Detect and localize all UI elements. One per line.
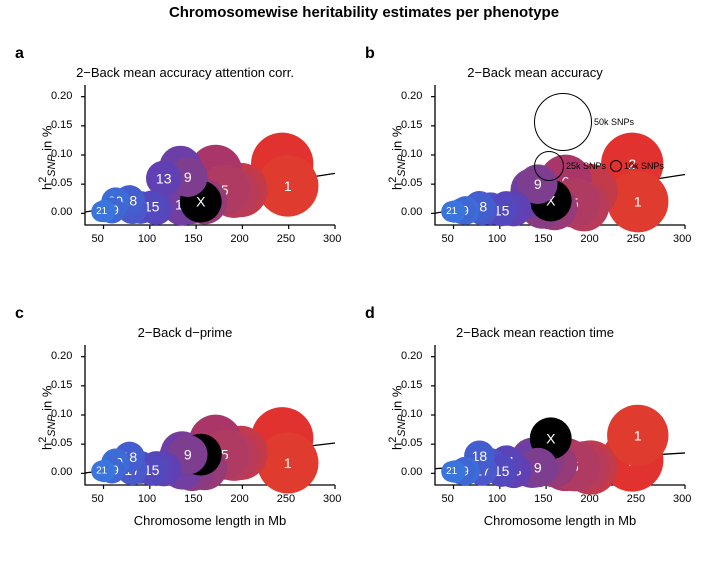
legend-circle-icon: [534, 151, 564, 181]
panel-b: b2−Back mean accuracyh2SNP in %501001502…: [365, 30, 705, 280]
bubble-label-chr21: 21: [446, 206, 458, 217]
bubble-label-chr1: 1: [634, 194, 642, 210]
y-tick-label: 0.10: [401, 408, 422, 420]
panel-title-c: 2−Back d−prime: [15, 325, 355, 340]
plot-area-d: 21364578101112X913141615171820192221: [435, 345, 685, 485]
panel-letter-a: a: [15, 45, 24, 63]
panel-c: c2−Back d−primeh2SNP in %Chromosome leng…: [15, 290, 355, 540]
y-tick-label: 0.10: [51, 408, 72, 420]
x-tick-label: 150: [534, 493, 552, 505]
y-tick-label: 0.15: [51, 379, 72, 391]
plot-area-c: 21364578101112X913141615171820192221: [85, 345, 335, 485]
x-tick-label: 250: [627, 233, 645, 245]
legend-label: 10k SNPs: [624, 161, 664, 171]
y-tick-label: 0.00: [401, 206, 422, 218]
y-tick-label: 0.05: [401, 177, 422, 189]
x-tick-label: 50: [92, 233, 104, 245]
x-tick-label: 50: [442, 233, 454, 245]
x-tick-label: 150: [184, 493, 202, 505]
bubble-label-chr21: 21: [96, 206, 108, 217]
x-tick-label: 300: [323, 493, 341, 505]
y-tick-label: 0.10: [51, 148, 72, 160]
legend-circle-icon: [610, 160, 622, 172]
panel-letter-b: b: [365, 45, 375, 63]
y-tick-label: 0.05: [51, 177, 72, 189]
x-tick-label: 50: [442, 493, 454, 505]
x-tick-label: 300: [673, 233, 691, 245]
x-tick-label: 150: [534, 233, 552, 245]
y-tick-label: 0.00: [401, 466, 422, 478]
y-tick-label: 0.15: [401, 119, 422, 131]
x-tick-label: 250: [627, 493, 645, 505]
panel-letter-c: c: [15, 305, 24, 323]
bubble-label-chr1: 1: [634, 427, 642, 443]
legend-item: 25k SNPs: [534, 151, 606, 181]
x-tick-label: 200: [230, 233, 248, 245]
legend-circle-icon: [534, 93, 592, 151]
y-tick-label: 0.20: [51, 350, 72, 362]
x-tick-label: 100: [488, 493, 506, 505]
figure-root: Chromosomewise heritability estimates pe…: [0, 0, 728, 561]
panel-letter-d: d: [365, 305, 375, 323]
bubble-label-chr21: 21: [446, 466, 458, 477]
snp-legend: 50k SNPs 25k SNPs 10k SNPs: [530, 93, 705, 181]
plot-area-a: 21364578101112X913141615171820192221: [85, 85, 335, 225]
y-tick-label: 0.05: [401, 437, 422, 449]
bubble-label-chrX: X: [546, 430, 556, 446]
x-tick-label: 200: [580, 493, 598, 505]
x-tick-label: 250: [277, 233, 295, 245]
panel-title-a: 2−Back mean accuracy attention corr.: [15, 65, 355, 80]
panel-title-d: 2−Back mean reaction time: [365, 325, 705, 340]
y-tick-label: 0.00: [51, 206, 72, 218]
x-tick-label: 100: [138, 233, 156, 245]
panel-a: a2−Back mean accuracy attention corr.h2S…: [15, 30, 355, 280]
y-tick-label: 0.15: [51, 119, 72, 131]
y-tick-label: 0.20: [401, 350, 422, 362]
y-tick-label: 0.05: [51, 437, 72, 449]
bubble-label-chr13: 13: [156, 170, 172, 186]
x-tick-label: 50: [92, 493, 104, 505]
x-tick-label: 200: [580, 233, 598, 245]
legend-item: 50k SNPs: [534, 93, 634, 151]
panel-title-b: 2−Back mean accuracy: [365, 65, 705, 80]
bubble-label-chr1: 1: [284, 178, 292, 194]
y-tick-label: 0.00: [51, 466, 72, 478]
bubble-label-chr1: 1: [284, 455, 292, 471]
bubble-label-chrX: X: [196, 194, 206, 210]
main-title: Chromosomewise heritability estimates pe…: [0, 4, 728, 21]
x-axis-label: Chromosome length in Mb: [85, 513, 335, 528]
bubble-label-chr9: 9: [184, 447, 192, 463]
x-tick-label: 150: [184, 233, 202, 245]
legend-label: 50k SNPs: [594, 117, 634, 127]
legend-label: 25k SNPs: [566, 161, 606, 171]
bubble-label-chr9: 9: [534, 460, 542, 476]
panel-d: d2−Back mean reaction timeh2SNP in %Chro…: [365, 290, 705, 540]
x-tick-label: 300: [323, 233, 341, 245]
x-tick-label: 100: [488, 233, 506, 245]
legend-item: 10k SNPs: [610, 160, 664, 172]
x-axis-label: Chromosome length in Mb: [435, 513, 685, 528]
x-tick-label: 300: [673, 493, 691, 505]
bubble-label-chr9: 9: [184, 169, 192, 185]
bubble-label-chr21: 21: [96, 466, 108, 477]
y-tick-label: 0.15: [401, 379, 422, 391]
y-tick-label: 0.10: [401, 148, 422, 160]
x-tick-label: 100: [138, 493, 156, 505]
y-tick-label: 0.20: [401, 90, 422, 102]
y-tick-label: 0.20: [51, 90, 72, 102]
x-tick-label: 250: [277, 493, 295, 505]
x-tick-label: 200: [230, 493, 248, 505]
